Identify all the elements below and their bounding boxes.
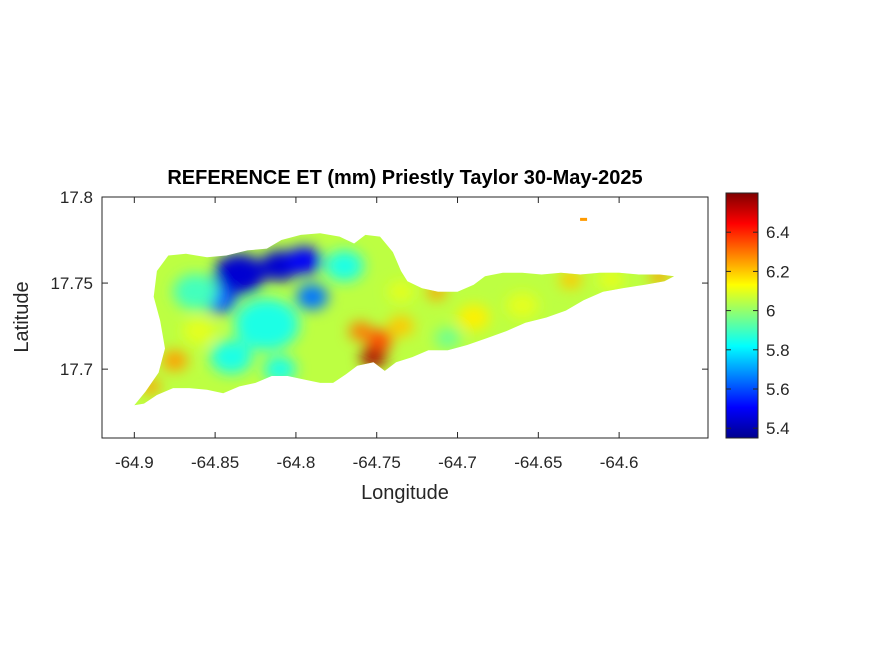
heat-spot: [367, 329, 393, 351]
colorbar-ticks: 5.4 5.6 5.8 6 6.2 6.4: [726, 223, 790, 438]
heat-spot: [213, 253, 266, 296]
heat-spot: [360, 346, 387, 368]
x-tick-label: -64.85: [191, 453, 239, 472]
heat-spot: [182, 318, 216, 345]
heat-spot: [210, 340, 253, 374]
x-tick-label: -64.7: [438, 453, 477, 472]
x-axis-label: Longitude: [361, 482, 449, 504]
heat-spot: [161, 350, 188, 371]
y-axis-ticks: 17.7 17.75 17.8: [50, 188, 708, 379]
heat-spot: [295, 283, 329, 310]
x-tick-label: -64.6: [600, 453, 639, 472]
heat-spot: [349, 322, 372, 341]
x-tick-label: -64.8: [277, 453, 316, 472]
x-axis-ticks: -64.9 -64.85 -64.8 -64.75 -64.7 -64.65 -64.6: [115, 197, 639, 472]
colorbar-tick-label: 5.6: [766, 380, 790, 399]
colorbar-gradient: [725, 192, 759, 439]
colorbar-tick-label: 5.8: [766, 341, 790, 360]
heat-spot: [286, 246, 322, 275]
y-tick-label: 17.8: [60, 188, 93, 207]
heat-spot: [388, 281, 414, 303]
heat-spot: [388, 315, 414, 337]
colorbar: 5.4 5.6 5.8 6 6.2 6.4: [725, 192, 790, 439]
colorbar-tick-label: 6.4: [766, 223, 790, 242]
heat-spots: [140, 246, 670, 395]
heat-spot: [234, 298, 300, 351]
heat-spot: [598, 269, 624, 290]
heat-spot: [434, 327, 461, 349]
heat-spot: [325, 250, 364, 282]
heat-spot: [173, 273, 219, 310]
heat-spot: [505, 292, 539, 319]
colorbar-tick-label: 6: [766, 302, 775, 321]
y-tick-label: 17.7: [60, 360, 93, 379]
x-tick-label: -64.9: [115, 453, 154, 472]
chart-title: REFERENCE ET (mm) Priestly Taylor 30-May…: [167, 167, 642, 189]
heat-spot: [559, 270, 582, 289]
heat-spot: [263, 356, 296, 383]
x-tick-label: -64.65: [514, 453, 562, 472]
colorbar-tick-label: 5.4: [766, 419, 790, 438]
islet-mark: [580, 217, 588, 221]
colorbar-tick-label: 6.2: [766, 262, 790, 281]
heat-spot: [457, 304, 490, 331]
x-tick-label: -64.75: [353, 453, 401, 472]
y-axis-label: Latitude: [11, 281, 33, 352]
y-tick-label: 17.75: [50, 274, 93, 293]
